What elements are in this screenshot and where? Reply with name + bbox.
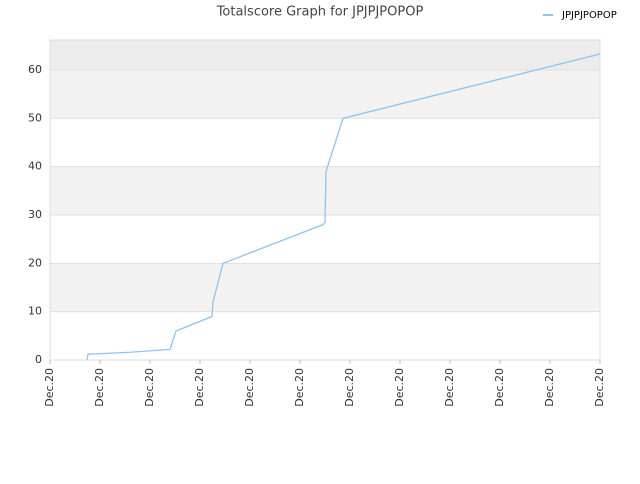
x-tick-label: Dec.20	[593, 368, 606, 407]
grid-band	[50, 118, 600, 167]
grid-band	[50, 69, 600, 119]
x-tick-label: Dec.20	[143, 368, 156, 407]
x-tick-label: Dec.20	[93, 368, 106, 407]
y-tick-label: 40	[28, 160, 42, 173]
x-tick-label: Dec.20	[193, 368, 206, 407]
legend-label: JPJPJPOPOP	[561, 10, 617, 21]
y-tick-label: 30	[28, 208, 42, 221]
grid-band	[50, 263, 600, 312]
series-line	[86, 53, 601, 361]
y-tick-label: 60	[28, 63, 42, 76]
x-tick-label: Dec.20	[43, 368, 56, 407]
y-tick-label: 50	[28, 111, 42, 124]
x-tick-label: Dec.20	[443, 368, 456, 407]
x-tick-label: Dec.20	[293, 368, 306, 407]
plot-border	[49, 39, 601, 361]
x-tick-label: Dec.20	[343, 368, 356, 407]
chart-title: Totalscore Graph for JPJPJPOPOP	[216, 5, 424, 20]
y-tick-label: 10	[28, 305, 42, 318]
x-tick-label: Dec.20	[493, 368, 506, 407]
x-tick-label: Dec.20	[243, 368, 256, 407]
x-tick-label: Dec.20	[393, 368, 406, 407]
y-tick-label: 0	[35, 353, 42, 366]
grid-band	[50, 311, 600, 360]
x-tick-label: Dec.20	[543, 368, 556, 407]
grid-band	[50, 40, 600, 70]
y-tick-label: 20	[28, 256, 42, 269]
